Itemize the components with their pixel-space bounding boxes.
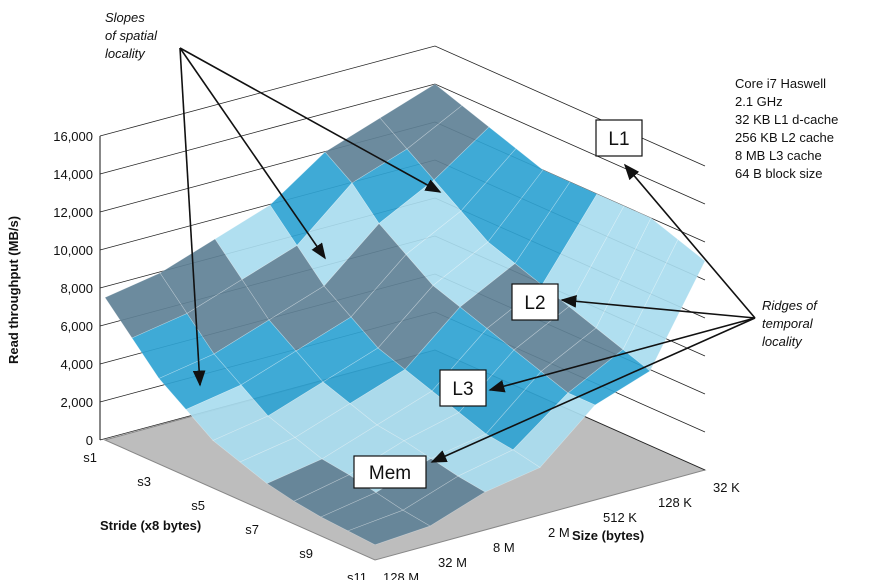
z-axis-title: Size (bytes) xyxy=(572,528,644,543)
y-tick-label: 4,000 xyxy=(60,357,93,372)
y-tick-label: 8,000 xyxy=(60,281,93,296)
stride-tick-label: s7 xyxy=(245,522,259,537)
annotation: L3 xyxy=(452,379,473,400)
arrow xyxy=(560,294,756,319)
annotation: temporal xyxy=(762,316,814,331)
y-tick-label: 12,000 xyxy=(53,205,93,220)
annotation: 256 KB L2 cache xyxy=(735,130,834,145)
label-box xyxy=(353,455,427,489)
y-tick-label: 10,000 xyxy=(53,243,93,258)
surface-cell xyxy=(347,509,431,546)
y-axis-title: Read throughput (MB/s) xyxy=(6,216,21,364)
label-box xyxy=(439,369,487,407)
arrow xyxy=(179,47,326,260)
annotations: Slopes of spatial locality Core i7 Haswe… xyxy=(6,10,838,543)
stride-tick-label: s9 xyxy=(299,546,313,561)
arrow xyxy=(179,47,206,387)
surface xyxy=(104,83,706,546)
annotation: of spatial xyxy=(105,28,158,43)
size-tick-label: 512 K xyxy=(603,510,637,525)
size-tick-label: 8 M xyxy=(493,540,515,555)
stride-tick-label: s5 xyxy=(191,498,205,513)
annotation: Mem xyxy=(369,463,411,484)
size-tick-label: 128 K xyxy=(658,495,692,510)
annotation: L2 xyxy=(524,293,545,314)
label-box xyxy=(511,283,559,321)
arrow xyxy=(488,317,756,393)
annotation: 2.1 GHz xyxy=(735,94,783,109)
annotation: locality xyxy=(105,46,146,61)
annotation: 32 KB L1 d-cache xyxy=(735,112,838,127)
y-tick-label: 14,000 xyxy=(53,167,93,182)
annotation: Core i7 Haswell xyxy=(735,76,826,91)
annotation: 8 MB L3 cache xyxy=(735,148,822,163)
annotation: locality xyxy=(762,334,803,349)
label-box xyxy=(595,119,643,157)
y-tick-label: 0 xyxy=(86,433,93,448)
annotation: Ridges of xyxy=(762,298,818,313)
size-tick-label: 32 M xyxy=(438,555,467,570)
stride-tick-label: s3 xyxy=(137,474,151,489)
size-tick-label: 32 K xyxy=(713,480,740,495)
size-tick-label: 128 M xyxy=(383,570,419,580)
arrow xyxy=(623,163,756,319)
size-tick-label: 2 M xyxy=(548,525,570,540)
y-tick-label: 2,000 xyxy=(60,395,93,410)
y-tick-label: 6,000 xyxy=(60,319,93,334)
stride-tick-label: s1 xyxy=(83,450,97,465)
annotation: 64 B block size xyxy=(735,166,822,181)
arrow xyxy=(179,47,442,193)
y-tick-label: 16,000 xyxy=(53,129,93,144)
arrow xyxy=(430,317,756,463)
stride-tick-label: s11 xyxy=(347,570,367,580)
x-axis-title: Stride (x8 bytes) xyxy=(100,518,201,533)
annotation: Slopes xyxy=(105,10,145,25)
annotation: L1 xyxy=(608,129,629,150)
